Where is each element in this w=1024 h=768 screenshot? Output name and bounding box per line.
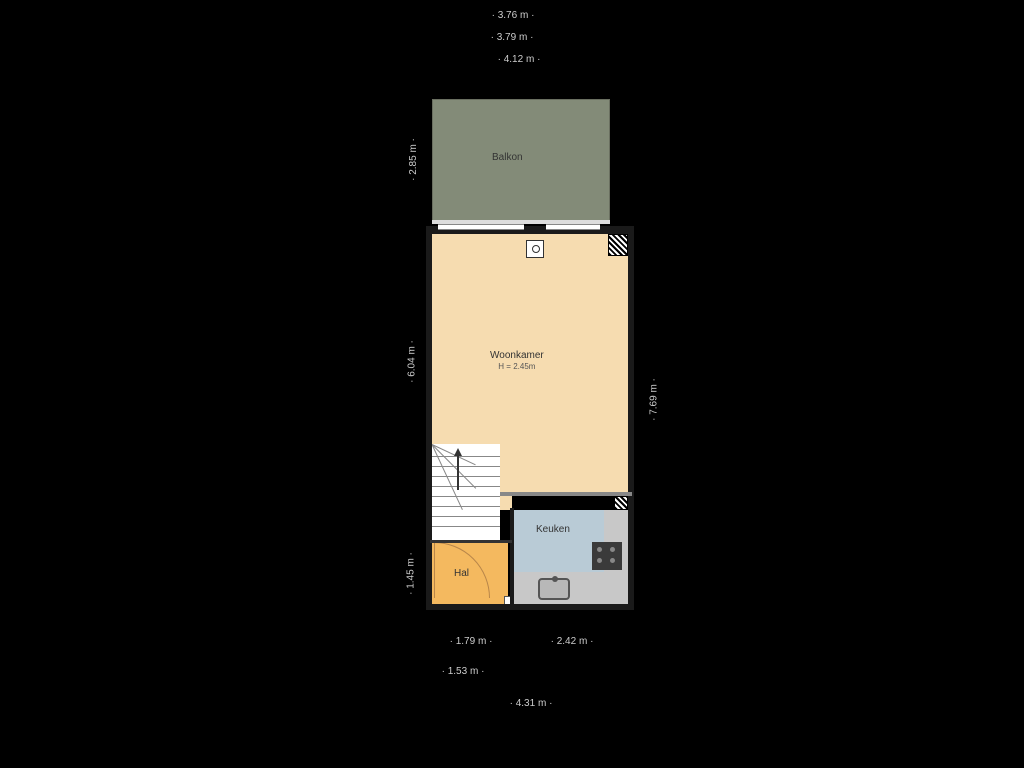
column-top-right (608, 234, 628, 256)
label-keuken: Keuken (536, 524, 570, 535)
keuken-counter (514, 572, 628, 604)
column-keuken (614, 496, 628, 510)
label-balkon: Balkon (492, 152, 523, 163)
wall-bottom-left (426, 604, 514, 610)
dim-7-69: · 7.69 m · (649, 234, 660, 566)
wall-hal-top (430, 540, 512, 543)
dim-3-79: · 3.79 m · (430, 32, 594, 43)
wall-keuken-partition-v (510, 508, 514, 608)
floorplan-canvas: Balkon Woonkamer H = 2.45m Hal Keuken (0, 0, 1024, 768)
label-woonkamer: Woonkamer H = 2.45m (490, 350, 544, 372)
dim-4-12: · 4.12 m · (430, 54, 608, 65)
dim-2-85: · 2.85 m · (408, 98, 419, 221)
dim-1-53: · 1.53 m · (430, 666, 496, 677)
dim-2-42: · 2.42 m · (520, 636, 624, 647)
dim-1-79: · 1.79 m · (432, 636, 510, 647)
stair-arrow (454, 448, 462, 456)
wall-bottom-right (510, 604, 634, 610)
wall-left (426, 226, 432, 610)
dim-6-04: · 6.04 m · (407, 232, 418, 492)
wall-outlet (526, 240, 544, 258)
window-left (438, 224, 524, 230)
dim-4-31: · 4.31 m · (438, 698, 624, 709)
dim-1-45: · 1.45 m · (406, 543, 417, 605)
wall-right (628, 226, 634, 610)
window-right (546, 224, 600, 230)
kitchen-sink (538, 578, 570, 600)
dim-3-76: · 3.76 m · (432, 10, 594, 21)
wall-keuken-partition-h (500, 492, 632, 496)
door-arc-hal (434, 542, 490, 598)
woonkamer-height: H = 2.45m (498, 362, 535, 371)
woonkamer-name: Woonkamer (490, 350, 544, 361)
kitchen-stove (592, 542, 622, 570)
balkon-rail (432, 220, 610, 224)
